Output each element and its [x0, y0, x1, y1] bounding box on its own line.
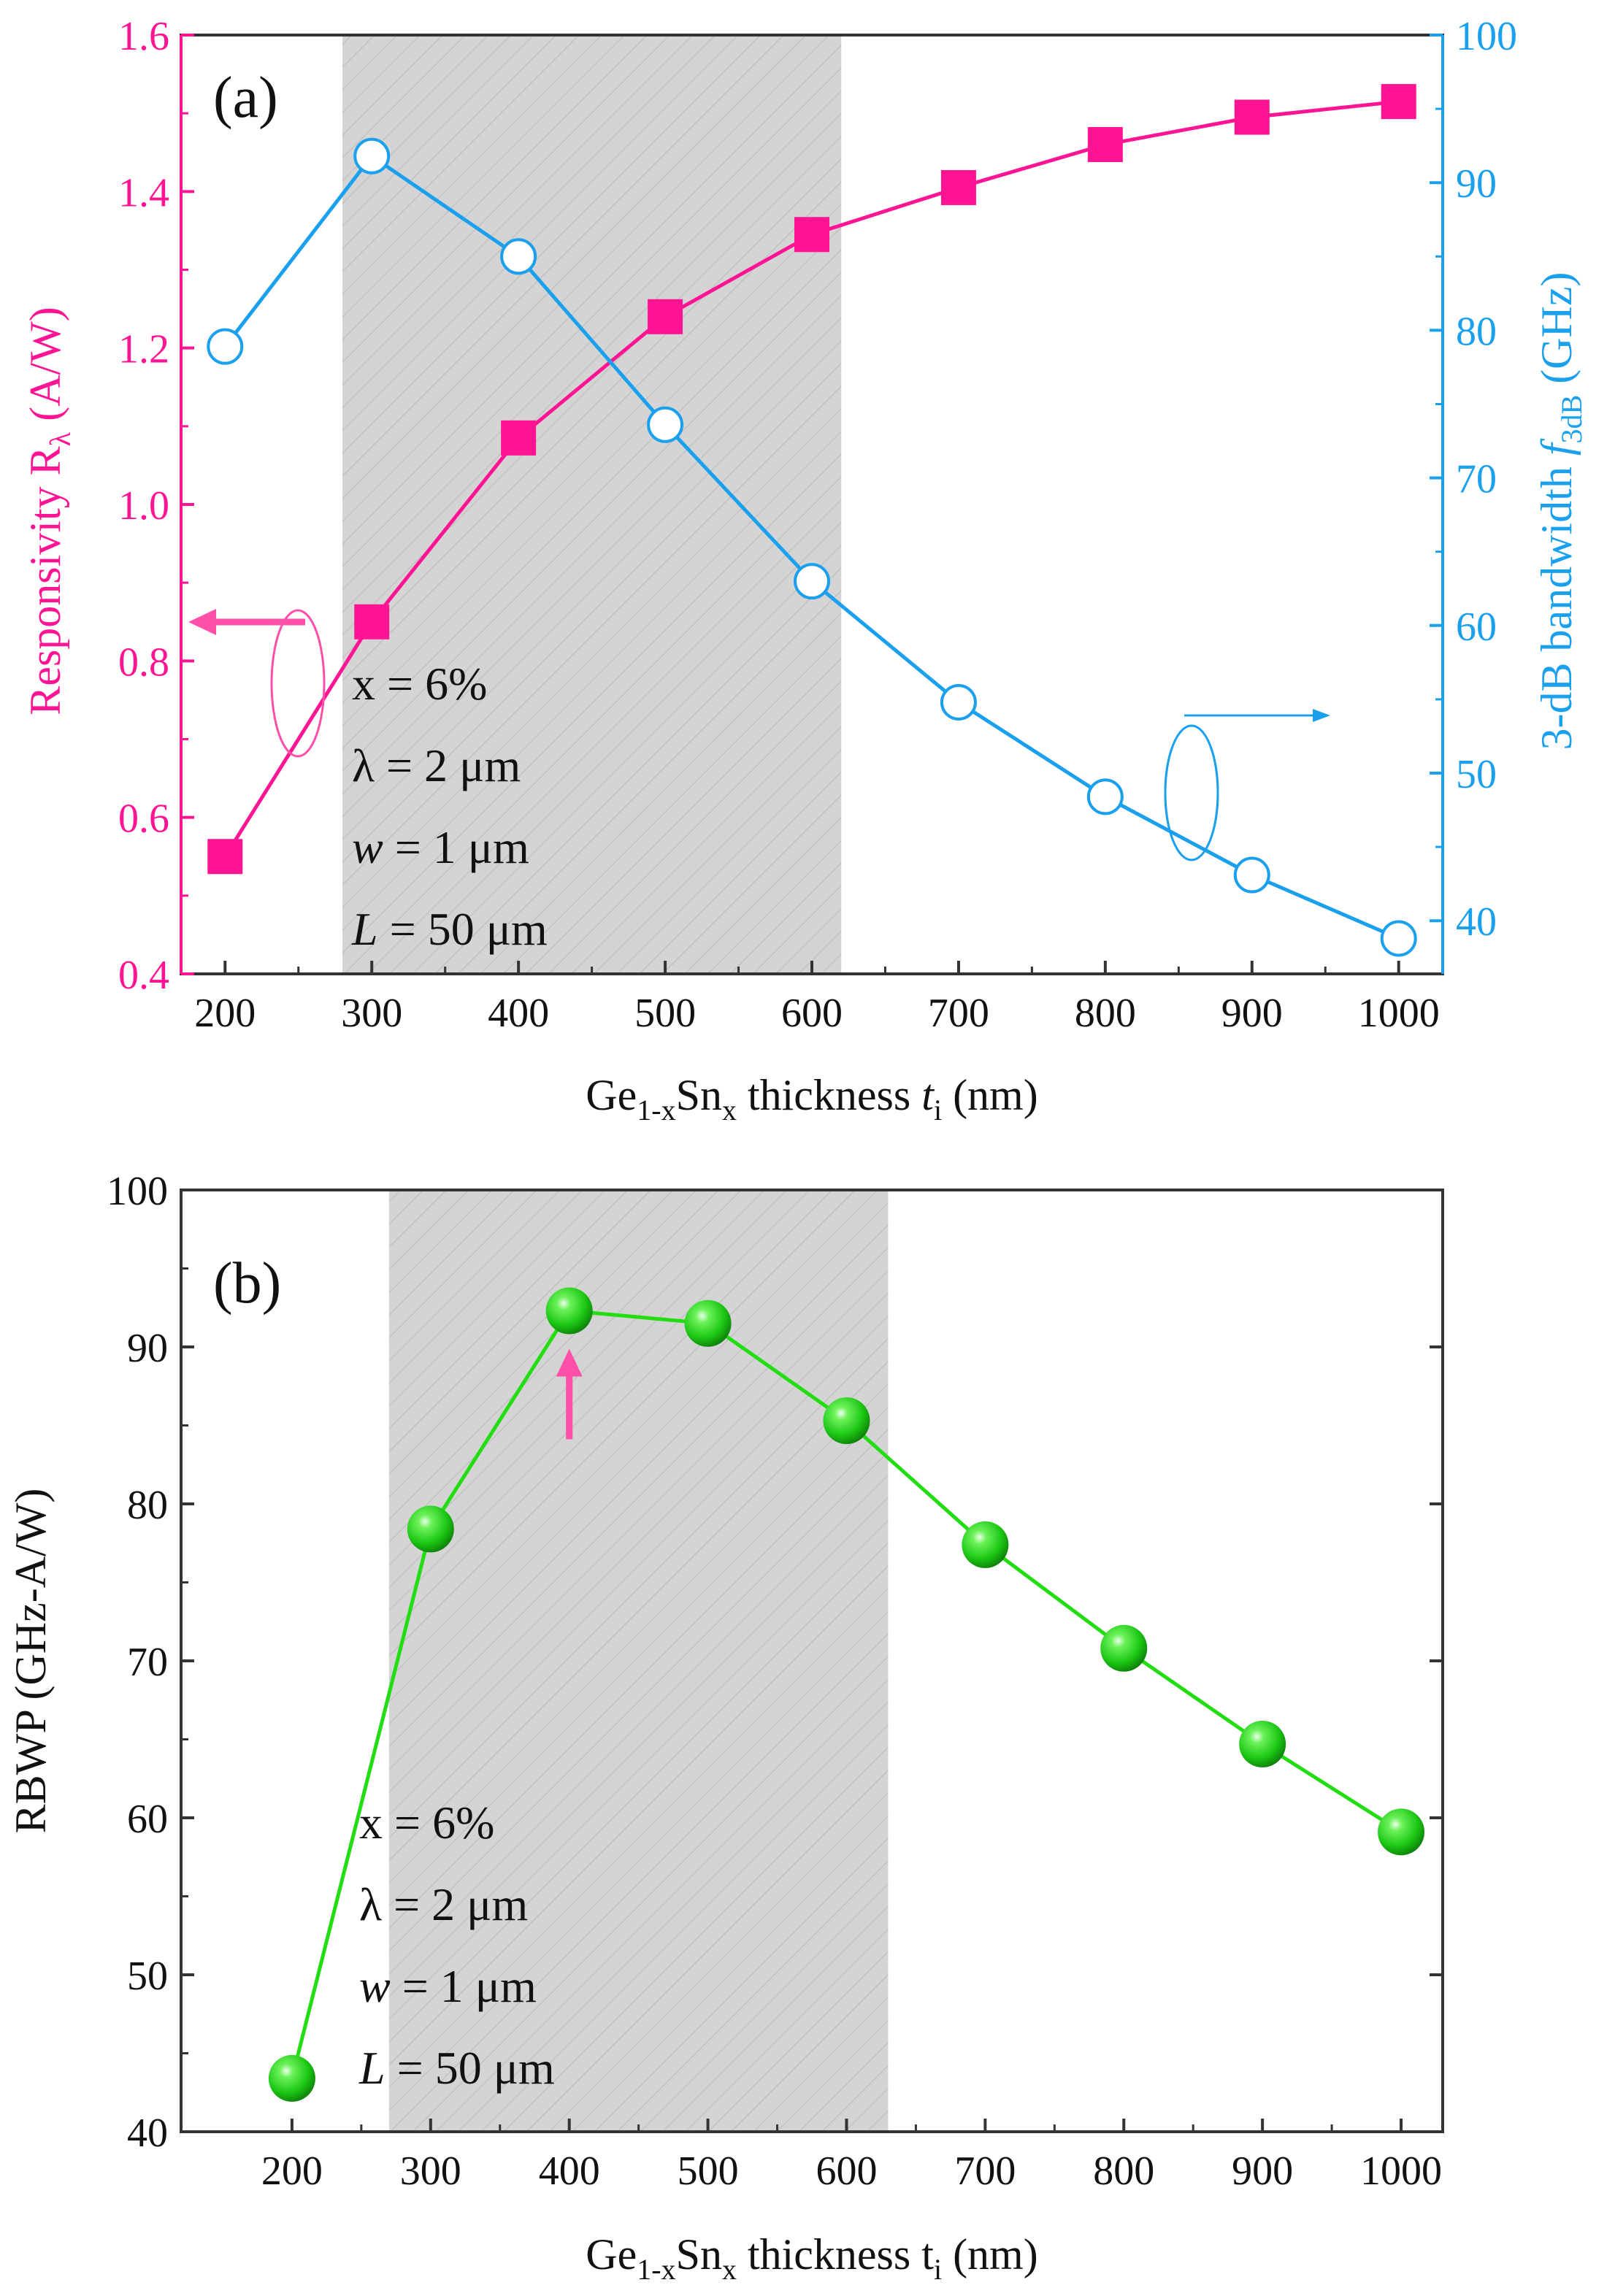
bandwidth-point — [500, 238, 537, 275]
right-y-tick-label: 80 — [1456, 309, 1497, 354]
responsivity-point — [794, 217, 829, 253]
x-tick-label: 800 — [1093, 2149, 1154, 2194]
right-y-tick-label: 100 — [1456, 14, 1517, 59]
bandwidth-point — [794, 563, 830, 600]
rbwp-point — [962, 1521, 1009, 1568]
right-y-axis-title-a: 3-dB bandwidth f3dB (GHz) — [1532, 272, 1588, 750]
y-axis-ticks-b: 40 50 60 70 80 90 100 — [107, 1169, 1443, 2156]
right-y-tick-label: 60 — [1456, 604, 1497, 650]
x-tick-label: 900 — [1232, 2149, 1293, 2194]
bandwidth-point — [1380, 920, 1417, 957]
x-tick-label: 300 — [400, 2149, 461, 2194]
rbwp-point — [407, 1505, 454, 1553]
left-y-tick-label: 1.6 — [118, 14, 169, 59]
rbwp-point — [545, 1287, 593, 1335]
x-tick-label: 500 — [634, 991, 696, 1036]
annotation-width: w = 1 μm — [352, 821, 529, 873]
y-axis-title-b: RBWP (GHz-A/W) — [7, 1489, 55, 1834]
annotation-length-b: L = 50 μm — [358, 2042, 555, 2094]
rbwp-point — [1378, 1808, 1425, 1856]
left-y-tick-label: 0.4 — [118, 953, 169, 998]
parameter-annotation-b: x = 6% λ = 2 μm w = 1 μm L = 50 μm — [358, 1797, 555, 2094]
y-tick-label: 70 — [127, 1640, 168, 1685]
bandwidth-point — [353, 137, 391, 174]
responsivity-point — [354, 604, 390, 640]
bandwidth-point — [647, 406, 684, 443]
rbwp-point — [268, 2054, 315, 2102]
left-y-axis-title-a: Responsivity Rλ (A/W) — [21, 307, 77, 715]
annotation-length: L = 50 μm — [351, 903, 548, 955]
right-y-tick-label: 40 — [1456, 899, 1497, 945]
responsivity-point — [1234, 99, 1270, 135]
bandwidth-point — [1086, 778, 1124, 815]
annotation-composition-b: x = 6% — [359, 1797, 494, 1848]
rbwp-point — [684, 1299, 732, 1347]
left-axis-pointer — [188, 609, 326, 758]
responsivity-point — [1381, 84, 1416, 120]
responsivity-series — [207, 84, 1416, 875]
x-tick-label: 700 — [954, 2149, 1016, 2194]
peak-arrow — [556, 1348, 583, 1440]
x-tick-label: 300 — [341, 991, 402, 1036]
panel-b-chart: 200 300 400 500 600 700 800 900 1000 40 50 60 70 80 9… — [7, 1169, 1444, 2286]
x-tick-label: 400 — [539, 2149, 600, 2194]
y-tick-label: 100 — [107, 1169, 168, 1214]
responsivity-point — [207, 839, 243, 875]
x-tick-label: 200 — [194, 991, 256, 1036]
y-tick-label: 80 — [127, 1483, 168, 1528]
x-tick-label: 400 — [488, 991, 549, 1036]
shaded-region-b — [388, 1190, 889, 2132]
rbwp-point — [823, 1397, 870, 1445]
left-y-tick-label: 1.2 — [118, 327, 169, 372]
bandwidth-point — [207, 328, 244, 365]
annotation-wavelength-b: λ = 2 μm — [359, 1878, 528, 1930]
annotation-width-b: w = 1 μm — [359, 1960, 537, 2012]
left-y-tick-label: 0.8 — [118, 640, 169, 685]
annotation-composition: x = 6% — [352, 658, 487, 710]
left-y-tick-label: 0.6 — [118, 796, 169, 842]
y-tick-label: 50 — [127, 1954, 168, 1999]
right-axis-pointer — [1164, 709, 1330, 861]
x-tick-label: 800 — [1075, 991, 1136, 1036]
y-tick-label: 90 — [127, 1326, 168, 1371]
x-tick-label: 1000 — [1360, 2149, 1442, 2194]
x-tick-label: 200 — [261, 2149, 323, 2194]
right-y-tick-label: 90 — [1456, 161, 1497, 207]
rbwp-point — [1100, 1624, 1148, 1672]
x-tick-label: 700 — [928, 991, 989, 1036]
bandwidth-point — [1233, 856, 1270, 894]
responsivity-point — [940, 169, 976, 205]
panel-label-b: (b) — [213, 1251, 281, 1316]
left-y-axis-ticks-a: 0.4 0.6 0.8 1.0 1.2 1.4 1.6 — [118, 14, 194, 998]
x-axis-ticks-a: 200 300 400 500 600 700 800 900 1000 — [194, 961, 1440, 1036]
x-tick-label: 900 — [1221, 991, 1283, 1036]
x-axis-title-a: Ge1-xSnx thickness ti (nm) — [586, 1071, 1037, 1126]
x-tick-label: 500 — [678, 2149, 739, 2194]
rbwp-series — [268, 1287, 1425, 2102]
bandwidth-series — [207, 137, 1417, 957]
right-y-tick-label: 50 — [1456, 752, 1497, 797]
x-axis-ticks-b: 200 300 400 500 600 700 800 900 1000 — [261, 2119, 1442, 2194]
bandwidth-point — [940, 683, 977, 721]
left-y-tick-label: 1.0 — [118, 483, 169, 529]
x-tick-label: 1000 — [1358, 991, 1440, 1036]
right-y-axis-ticks-a: 40 50 60 70 80 90 100 — [1430, 14, 1517, 945]
left-y-tick-label: 1.4 — [118, 170, 169, 215]
responsivity-point — [1087, 127, 1123, 163]
x-axis-title-b: Ge1-xSnx thickness ti (nm) — [586, 2230, 1037, 2286]
parameter-annotation-a: x = 6% λ = 2 μm w = 1 μm L = 50 μm — [351, 658, 548, 955]
x-tick-label: 600 — [781, 991, 843, 1036]
panel-label-a: (a) — [213, 66, 278, 130]
responsivity-point — [501, 420, 537, 456]
right-y-tick-label: 70 — [1456, 457, 1497, 502]
y-tick-label: 60 — [127, 1797, 168, 1842]
peak-arrow-head — [556, 1348, 583, 1377]
annotation-wavelength: λ = 2 μm — [352, 740, 521, 791]
y-tick-label: 40 — [127, 2111, 168, 2156]
x-tick-label: 600 — [816, 2149, 877, 2194]
rbwp-point — [1239, 1720, 1286, 1767]
responsivity-point — [648, 299, 683, 334]
panel-a-chart: 200 300 400 500 600 700 800 900 1000 0.4 0.6 0.8 1.… — [21, 14, 1588, 1126]
